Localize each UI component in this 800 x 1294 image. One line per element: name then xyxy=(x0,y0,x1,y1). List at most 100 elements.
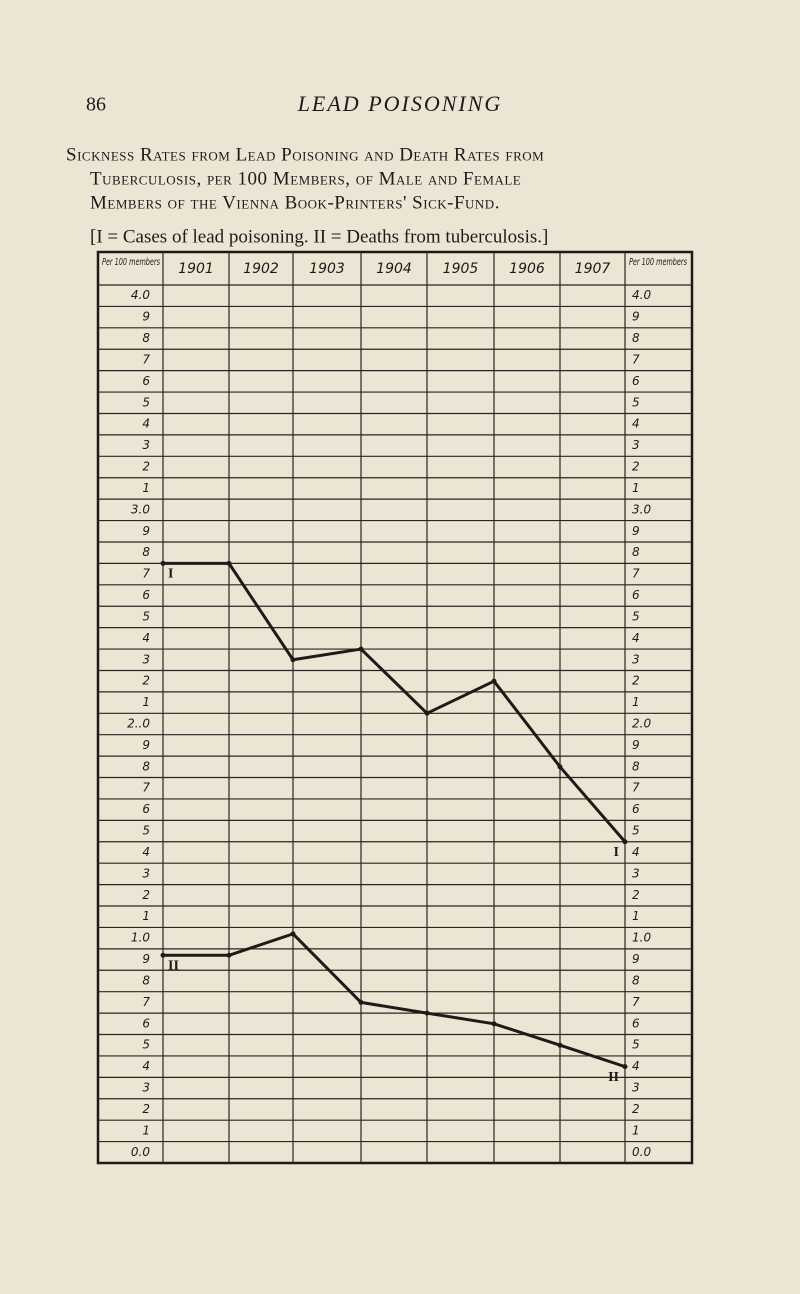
point xyxy=(290,931,296,937)
point xyxy=(358,999,364,1005)
y-tick-label: 2 xyxy=(142,674,150,688)
y2-tick-label: 4 xyxy=(632,845,640,859)
y-tick-label: 2 xyxy=(142,1102,150,1116)
point xyxy=(160,952,166,958)
y-tick-label: 9 xyxy=(142,310,150,324)
y2-tick-label: 6 xyxy=(632,1016,640,1030)
y-tick-label: 7 xyxy=(142,352,150,366)
y2-tick-label: 5 xyxy=(632,824,640,838)
y-tick-label: 4 xyxy=(142,845,150,859)
y2-tick-label: 2 xyxy=(632,1102,640,1116)
y2-tick-label: 6 xyxy=(632,802,640,816)
x-tick-label: 1902 xyxy=(243,261,279,277)
y2-tick-label: 2.0 xyxy=(632,717,651,731)
y-tick-label: 1 xyxy=(142,1123,150,1137)
y-tick-label: 4 xyxy=(142,631,150,645)
y-tick-label: 3 xyxy=(142,652,150,666)
y-tick-label: 5 xyxy=(142,824,150,838)
y2-tick-label: 1 xyxy=(632,481,640,495)
y-axis-label: Per 100 members xyxy=(102,257,160,268)
point xyxy=(557,1042,563,1048)
y2-tick-label: 3 xyxy=(632,438,640,452)
y-tick-label: 3 xyxy=(142,1081,150,1095)
y-tick-label: 3.0 xyxy=(131,502,150,516)
y2-tick-label: 5 xyxy=(632,1038,640,1052)
y-tick-label: 6 xyxy=(142,1016,150,1030)
y-tick-label: 2..0 xyxy=(127,717,150,731)
y-tick-label: 0.0 xyxy=(131,1145,150,1159)
y2-axis-label: Per 100 members xyxy=(629,257,687,268)
y2-tick-label: 1.0 xyxy=(632,931,651,945)
y2-tick-label: 8 xyxy=(632,973,640,987)
point xyxy=(622,1064,628,1070)
y-tick-label: 4 xyxy=(142,417,150,431)
y2-tick-label: 5 xyxy=(632,609,640,623)
y-tick-label: 6 xyxy=(142,588,150,602)
y2-tick-label: 9 xyxy=(632,952,640,966)
y-tick-label: 6 xyxy=(142,802,150,816)
point xyxy=(226,952,232,958)
caption: Tuberculosis, per 100 Members, of Male a… xyxy=(90,168,521,189)
y2-tick-label: 1 xyxy=(632,909,640,923)
y2-tick-label: 8 xyxy=(632,759,640,773)
point xyxy=(226,560,232,566)
y2-tick-label: 4 xyxy=(632,417,640,431)
y-tick-label: 9 xyxy=(142,952,150,966)
y-tick-label: 2 xyxy=(142,460,150,474)
y-tick-label: 8 xyxy=(142,973,150,987)
y2-tick-label: 4 xyxy=(632,631,640,645)
x-tick-label: 1905 xyxy=(443,261,479,277)
y2-tick-label: 9 xyxy=(632,524,640,538)
y-tick-label: 4 xyxy=(142,1059,150,1073)
y2-tick-label: 5 xyxy=(632,395,640,409)
y-tick-label: 1 xyxy=(142,481,150,495)
y-tick-label: 6 xyxy=(142,374,150,388)
point xyxy=(424,710,430,716)
y2-tick-label: 7 xyxy=(632,567,640,581)
y2-tick-label: 9 xyxy=(632,738,640,752)
series-label: II xyxy=(168,958,179,973)
frame xyxy=(96,250,694,1165)
y2-tick-label: 4 xyxy=(632,1059,640,1073)
y-tick-label: 7 xyxy=(142,995,150,1009)
y2-tick-label: 2 xyxy=(632,674,640,688)
y2-tick-label: 9 xyxy=(632,310,640,324)
y-tick-label: 5 xyxy=(142,1038,150,1052)
y2-tick-label: 4.0 xyxy=(632,288,651,302)
y2-tick-label: 6 xyxy=(632,374,640,388)
y2-tick-label: 0.0 xyxy=(632,1145,651,1159)
series-label: I xyxy=(614,845,619,860)
caption: Members of the Vienna Book-Printers' Sic… xyxy=(90,192,500,213)
x-tick-label: 1904 xyxy=(376,261,412,277)
y2-tick-label: 7 xyxy=(632,995,640,1009)
series-line xyxy=(163,561,627,843)
y-tick-label: 8 xyxy=(142,545,150,559)
y-tick-label: 3 xyxy=(142,438,150,452)
x-tick-label: 1901 xyxy=(178,261,214,277)
y-tick-label: 1 xyxy=(142,909,150,923)
x-tick-label: 1903 xyxy=(309,261,345,277)
y2-tick-label: 8 xyxy=(632,545,640,559)
y-tick-label: 8 xyxy=(142,759,150,773)
y-tick-label: 1.0 xyxy=(131,931,150,945)
running-head: LEAD POISONING xyxy=(297,91,503,116)
y2-tick-label: 7 xyxy=(632,352,640,366)
point xyxy=(491,678,497,684)
y2-tick-label: 1 xyxy=(632,1123,640,1137)
y-tick-label: 5 xyxy=(142,609,150,623)
y-tick-label: 8 xyxy=(142,331,150,345)
point xyxy=(424,1010,430,1016)
y2-tick-label: 8 xyxy=(632,331,640,345)
y-tick-label: 9 xyxy=(142,524,150,538)
x-tick-label: 1907 xyxy=(575,261,611,277)
y2-tick-label: 3 xyxy=(632,652,640,666)
y2-tick-label: 2 xyxy=(632,460,640,474)
y-tick-label: 1 xyxy=(142,695,150,709)
point xyxy=(290,657,296,663)
y-tick-label: 9 xyxy=(142,738,150,752)
y2-tick-label: 3 xyxy=(632,1081,640,1095)
x-tick-label: 1906 xyxy=(509,261,545,277)
y-tick-label: 2 xyxy=(142,888,150,902)
y-tick-label: 3 xyxy=(142,866,150,880)
point xyxy=(491,1021,497,1027)
